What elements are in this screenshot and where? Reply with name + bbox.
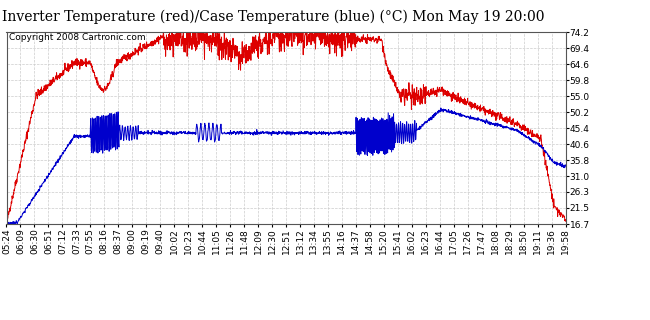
Text: Copyright 2008 Cartronic.com: Copyright 2008 Cartronic.com [9,33,146,42]
Text: Inverter Temperature (red)/Case Temperature (blue) (°C) Mon May 19 20:00: Inverter Temperature (red)/Case Temperat… [2,10,544,24]
